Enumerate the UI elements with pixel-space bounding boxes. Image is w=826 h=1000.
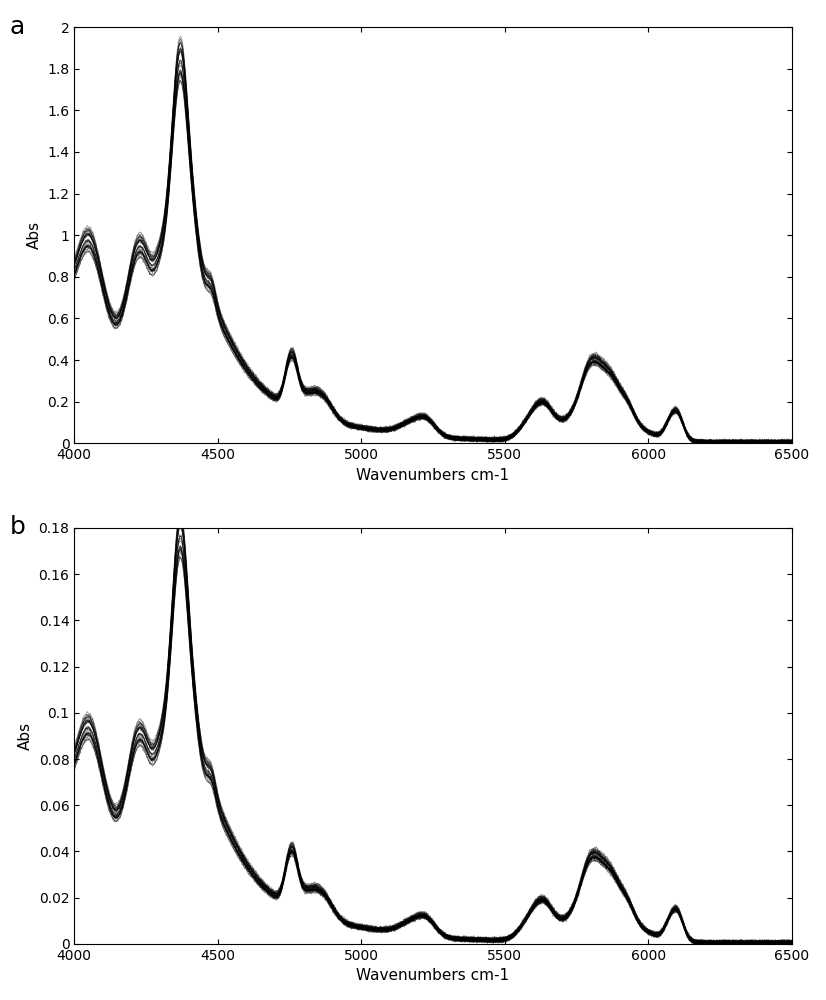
Y-axis label: Abs: Abs — [26, 221, 42, 249]
X-axis label: Wavenumbers cm-1: Wavenumbers cm-1 — [357, 468, 510, 483]
X-axis label: Wavenumbers cm-1: Wavenumbers cm-1 — [357, 968, 510, 983]
Y-axis label: Abs: Abs — [18, 722, 33, 750]
Text: b: b — [10, 515, 26, 539]
Text: a: a — [10, 15, 25, 39]
